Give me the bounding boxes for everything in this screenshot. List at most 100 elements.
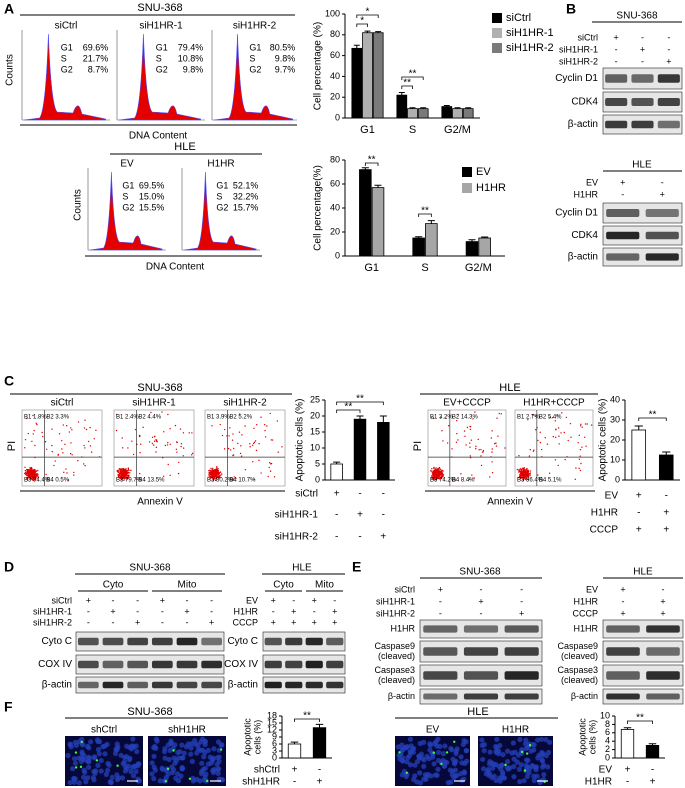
event-dot bbox=[466, 426, 469, 429]
event-dot bbox=[258, 459, 260, 461]
nucleus bbox=[491, 773, 497, 779]
event-dot bbox=[124, 477, 126, 480]
event-dot bbox=[122, 469, 125, 471]
blot-band bbox=[77, 637, 99, 646]
nucleus bbox=[80, 756, 86, 762]
event-dot bbox=[433, 474, 435, 476]
nucleus bbox=[119, 775, 126, 781]
event-dot bbox=[139, 443, 142, 445]
nucleus bbox=[199, 760, 205, 766]
axis-label: Apoptotic cells (%) bbox=[598, 399, 609, 482]
group-title: SNU-368 bbox=[616, 11, 658, 22]
event-dot bbox=[27, 472, 30, 475]
event-dot bbox=[210, 476, 213, 479]
event-dot bbox=[26, 417, 28, 420]
event-dot bbox=[169, 443, 171, 446]
event-dot bbox=[579, 469, 582, 472]
gate-label: G2 bbox=[216, 202, 228, 212]
event-dot bbox=[212, 477, 215, 480]
event-dot bbox=[464, 435, 466, 438]
condition-sign: - bbox=[335, 532, 338, 543]
condition-sign: - bbox=[382, 510, 385, 521]
event-dot bbox=[469, 428, 472, 430]
event-dot bbox=[491, 448, 493, 450]
event-dot bbox=[540, 448, 543, 451]
tunel-signal bbox=[79, 765, 83, 769]
blot-band bbox=[423, 647, 458, 656]
event-dot bbox=[431, 475, 433, 478]
condition-label: H1HR bbox=[585, 777, 612, 788]
nucleus bbox=[432, 740, 438, 747]
nucleus bbox=[128, 769, 134, 775]
event-dot bbox=[435, 477, 437, 479]
blot-label: Caspase9 bbox=[374, 641, 415, 651]
event-dot bbox=[179, 428, 182, 430]
condition-sign: - bbox=[480, 608, 483, 618]
blot-strip bbox=[262, 631, 346, 652]
nucleus bbox=[440, 751, 447, 757]
condition-label: shCtrl bbox=[254, 765, 280, 776]
event-dot bbox=[117, 473, 119, 476]
blot-label: (cleaved) bbox=[378, 675, 415, 685]
gate-value: 52.1% bbox=[233, 180, 259, 190]
event-dot bbox=[586, 423, 588, 425]
event-dot bbox=[264, 429, 266, 432]
significance-label: ** bbox=[403, 78, 411, 89]
nucleus bbox=[516, 766, 522, 772]
nucleus bbox=[210, 767, 216, 774]
event-dot bbox=[431, 477, 433, 479]
tunel-signal bbox=[172, 749, 175, 752]
event-dot bbox=[70, 427, 72, 429]
nucleus bbox=[102, 751, 108, 757]
condition-sign: - bbox=[87, 617, 90, 627]
nucleus bbox=[487, 758, 493, 765]
blot-band bbox=[606, 647, 640, 656]
bar bbox=[465, 241, 479, 257]
bar bbox=[462, 108, 474, 119]
condition-sign: - bbox=[358, 532, 361, 543]
blot-band bbox=[504, 693, 539, 700]
event-dot bbox=[51, 428, 53, 430]
nucleus bbox=[442, 743, 448, 749]
blot-band bbox=[77, 681, 99, 689]
blot-label: CDK4 bbox=[571, 230, 598, 241]
event-dot bbox=[34, 475, 37, 477]
event-dot bbox=[169, 474, 171, 476]
event-dot bbox=[152, 444, 155, 446]
nucleus bbox=[434, 772, 440, 778]
fraction-label: Mito bbox=[315, 580, 334, 591]
event-dot bbox=[435, 467, 437, 469]
blot-band bbox=[305, 637, 323, 646]
event-dot bbox=[481, 451, 484, 453]
gate-label: G1 bbox=[249, 42, 261, 52]
quadrant-label: B1 3.9% bbox=[207, 415, 230, 421]
tunel-signal bbox=[166, 767, 170, 771]
event-dot bbox=[211, 472, 213, 475]
condition-label: EV bbox=[599, 765, 613, 776]
event-dot bbox=[469, 455, 472, 457]
nucleus bbox=[538, 736, 545, 742]
event-dot bbox=[221, 434, 224, 437]
condition-sign: - bbox=[622, 596, 625, 606]
event-dot bbox=[577, 442, 579, 444]
event-dot bbox=[470, 439, 473, 441]
event-dot bbox=[218, 475, 221, 477]
blot-band bbox=[305, 660, 323, 669]
event-dot bbox=[469, 425, 471, 428]
event-dot bbox=[132, 453, 135, 456]
event-dot bbox=[212, 473, 215, 475]
nucleus bbox=[96, 739, 103, 745]
event-dot bbox=[432, 417, 435, 420]
event-dot bbox=[490, 437, 493, 439]
condition-sign: - bbox=[112, 617, 115, 627]
bar bbox=[417, 108, 429, 119]
event-dot bbox=[252, 461, 254, 463]
panel-letter: D bbox=[4, 559, 14, 575]
event-dot bbox=[125, 474, 128, 477]
event-dot bbox=[253, 478, 255, 481]
event-dot bbox=[191, 452, 194, 455]
event-dot bbox=[122, 475, 124, 477]
event-dot bbox=[35, 477, 37, 479]
y-tick-label: 25 bbox=[310, 394, 320, 404]
condition-sign: + bbox=[357, 510, 363, 521]
